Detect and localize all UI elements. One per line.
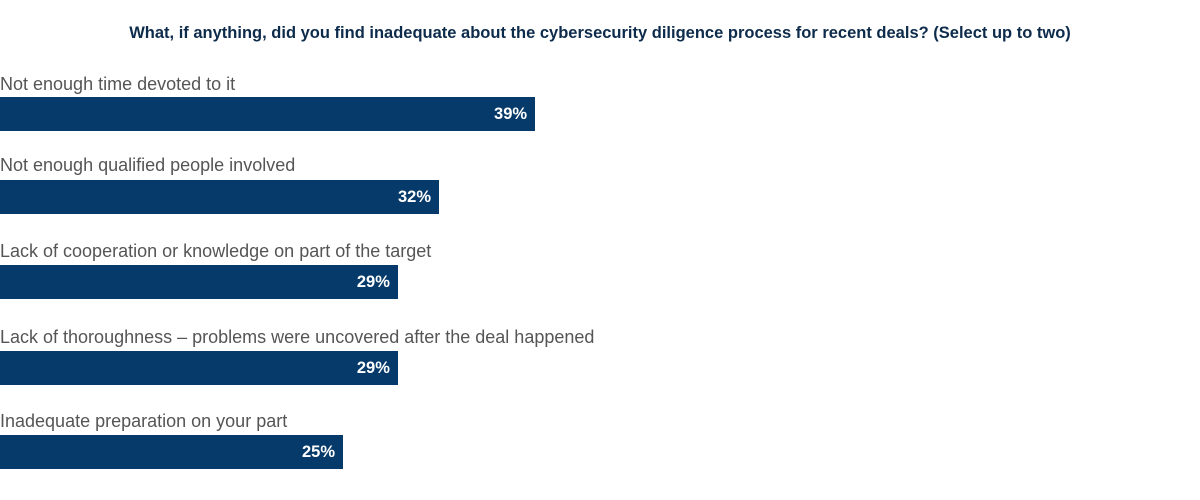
data-label: 32%: [398, 188, 432, 206]
category-label: Not enough qualified people involved: [0, 155, 296, 175]
bar: [0, 435, 343, 469]
bar: [0, 180, 440, 214]
data-label: 25%: [301, 443, 335, 461]
category-label: Lack of thoroughness – problems were unc…: [0, 327, 595, 347]
chart-title: What, if anything, did you find inadequa…: [129, 24, 1071, 42]
bar: [0, 351, 398, 385]
bar: [0, 265, 398, 299]
data-label: 29%: [356, 273, 390, 291]
data-label: 39%: [494, 105, 528, 123]
category-label: Not enough time devoted to it: [0, 74, 236, 94]
category-label: Inadequate preparation on your part: [0, 411, 288, 431]
bar: [0, 97, 536, 131]
data-label: 29%: [356, 359, 390, 377]
category-label: Lack of cooperation or knowledge on part…: [0, 241, 432, 261]
